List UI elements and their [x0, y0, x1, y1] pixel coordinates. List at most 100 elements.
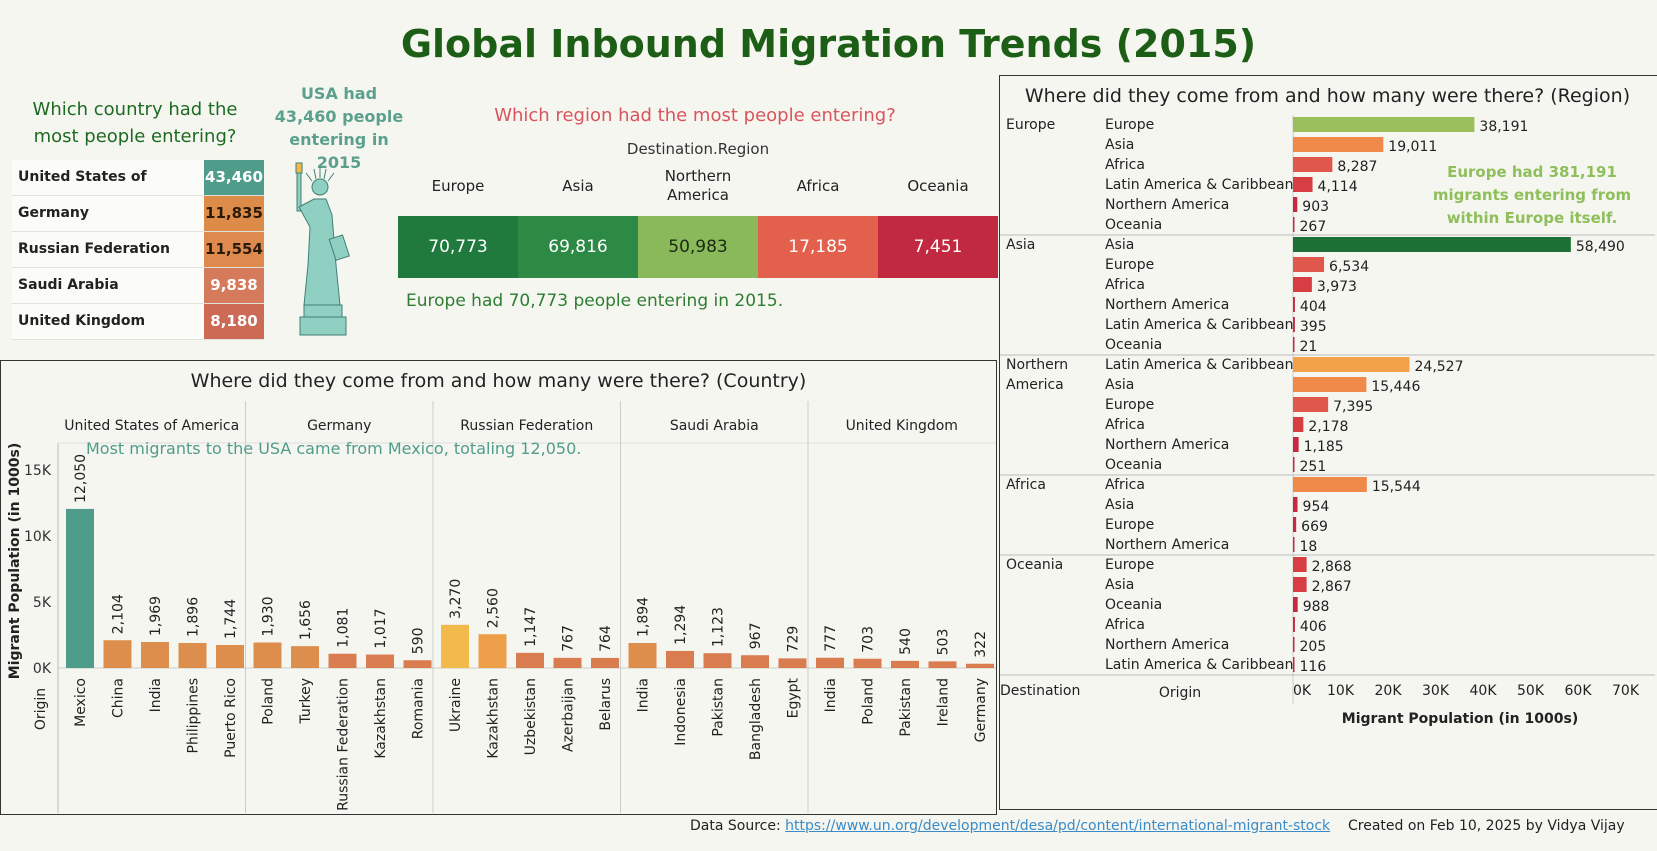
region-bar[interactable] — [1293, 217, 1295, 232]
origin-tick-label: Ukraine — [448, 678, 464, 732]
origin-bar[interactable] — [778, 658, 807, 668]
region-bar[interactable] — [1293, 197, 1298, 212]
bar-value-label: 3,270 — [448, 579, 464, 619]
region-bar[interactable] — [1293, 397, 1329, 412]
bar-value-label: 764 — [598, 625, 614, 652]
region-bar[interactable] — [1293, 417, 1304, 432]
origin-tick-label: Ireland — [936, 678, 952, 726]
top-country-value: 43,460 — [204, 160, 264, 195]
footer-created: Created on Feb 10, 2025 by Vidya Vijay — [1347, 818, 1625, 834]
region-bar[interactable] — [1293, 317, 1295, 332]
y-axis-label: Migrant Population (in 1000s) — [7, 443, 23, 679]
origin-tick-label: Turkey — [298, 678, 314, 725]
origin-bar[interactable] — [253, 642, 282, 668]
region-bar[interactable] — [1293, 237, 1571, 252]
bar-value-label: 1,185 — [1304, 439, 1344, 455]
bar-value-label: 1,969 — [148, 596, 164, 636]
top-country-value: 11,835 — [204, 196, 264, 231]
origin-label: Northern America — [1105, 537, 1229, 553]
origin-bar[interactable] — [628, 642, 657, 668]
origin-tick-label: India — [823, 678, 839, 712]
origin-bar[interactable] — [328, 653, 357, 668]
origin-bar[interactable] — [703, 653, 732, 668]
bar-value-label: 1,294 — [673, 605, 689, 645]
region-bar[interactable] — [1293, 637, 1295, 652]
top-country-name: United Kingdom — [12, 304, 204, 339]
origin-bar[interactable] — [403, 660, 432, 668]
origin-label: Latin America & Caribbean — [1105, 317, 1294, 333]
region-bar-chart: Europe Europe 38,191 Asia 19,011 Africa 8,287 L… — [1000, 115, 1655, 727]
bar-value-label: 19,011 — [1388, 139, 1437, 155]
region-bar[interactable] — [1293, 557, 1307, 572]
data-source-link[interactable]: https://www.un.org/development/desa/pd/c… — [785, 818, 1331, 834]
top-country-name: United States of America — [12, 160, 204, 220]
origin-bar[interactable] — [141, 642, 169, 668]
origin-bar[interactable] — [741, 655, 769, 668]
region-bar[interactable] — [1293, 177, 1313, 192]
origin-label: Oceania — [1105, 217, 1162, 233]
region-bar[interactable] — [1293, 457, 1295, 472]
region-bar[interactable] — [1293, 257, 1325, 272]
origin-tick-label: Poland — [861, 678, 877, 725]
region-bar[interactable] — [1293, 537, 1295, 552]
region-bar[interactable] — [1293, 437, 1299, 452]
origin-bar[interactable] — [478, 634, 507, 668]
region-bar[interactable] — [1293, 577, 1307, 592]
bar-value-label: 21 — [1300, 339, 1318, 355]
bar-value-label: 8,287 — [1337, 159, 1377, 175]
destination-group-label: Saudi Arabia — [670, 418, 759, 434]
origin-bar[interactable] — [591, 657, 619, 668]
bar-value-label: 1,894 — [636, 597, 652, 637]
destination-label: Northern — [1006, 357, 1068, 373]
origin-tick-label: Romania — [411, 678, 427, 739]
region-bar[interactable] — [1293, 137, 1384, 152]
bar-value-label: 903 — [1302, 199, 1329, 215]
region-bar[interactable] — [1293, 477, 1367, 492]
region-total-cell: 17,185 — [758, 216, 878, 278]
origin-bar[interactable] — [66, 508, 94, 668]
region-column-label: Africa — [796, 176, 840, 195]
destination-header: Destination — [1000, 683, 1080, 699]
origin-label: Europe — [1105, 557, 1154, 573]
origin-label: Latin America & Caribbean — [1105, 177, 1294, 193]
origin-label: Oceania — [1105, 337, 1162, 353]
region-bar[interactable] — [1293, 357, 1410, 372]
region-bar[interactable] — [1293, 597, 1298, 612]
bar-value-label: 1,123 — [711, 607, 727, 647]
region-bar[interactable] — [1293, 297, 1295, 312]
origin-bar[interactable] — [966, 663, 994, 668]
origin-bar[interactable] — [441, 624, 469, 668]
region-column-label: Oceania — [907, 176, 969, 195]
origin-bar[interactable] — [816, 657, 844, 668]
origin-label: Oceania — [1105, 457, 1162, 473]
origin-bar[interactable] — [516, 652, 544, 668]
origin-bar[interactable] — [178, 642, 207, 668]
origin-bar[interactable] — [291, 646, 319, 668]
bar-value-label: 540 — [898, 628, 914, 655]
origin-label: Asia — [1105, 577, 1134, 593]
origin-tick-label: Pakistan — [898, 678, 914, 737]
region-bar[interactable] — [1293, 617, 1295, 632]
region-bar[interactable] — [1293, 497, 1298, 512]
bar-value-label: 116 — [1300, 659, 1327, 675]
region-chart-annotation: within Europe itself. — [1447, 209, 1618, 227]
x-tick-label: 10K — [1327, 683, 1355, 699]
origin-bar[interactable] — [891, 660, 919, 668]
bar-value-label: 988 — [1303, 599, 1330, 615]
origin-bar[interactable] — [366, 654, 394, 668]
origin-bar[interactable] — [666, 650, 694, 668]
origin-bar[interactable] — [853, 658, 882, 668]
region-bar[interactable] — [1293, 277, 1312, 292]
origin-bar[interactable] — [103, 640, 132, 668]
bar-value-label: 1,744 — [223, 599, 239, 639]
region-bar[interactable] — [1293, 517, 1297, 532]
region-bar[interactable] — [1293, 157, 1333, 172]
origin-tick-label: Pakistan — [711, 678, 727, 737]
origin-bar[interactable] — [216, 644, 244, 668]
region-bar[interactable] — [1293, 117, 1475, 132]
origin-bar[interactable] — [928, 661, 957, 668]
origin-bar[interactable] — [553, 657, 582, 668]
region-bar[interactable] — [1293, 377, 1367, 392]
region-bar[interactable] — [1293, 657, 1295, 672]
region-bar[interactable] — [1293, 337, 1295, 352]
